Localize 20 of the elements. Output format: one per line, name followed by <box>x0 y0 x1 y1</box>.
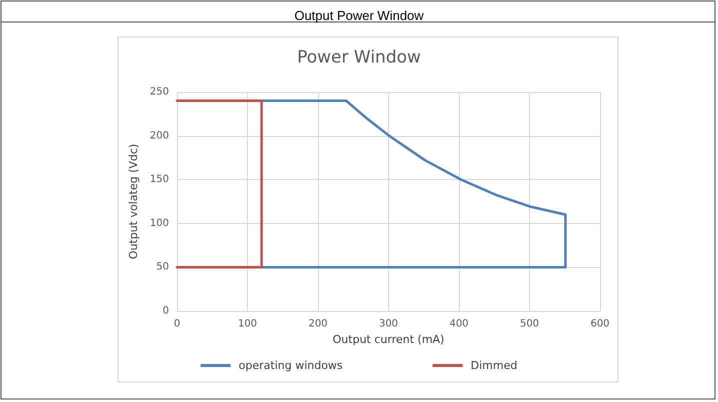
x-tick-label: 600 <box>590 318 610 330</box>
legend-label: Dimmed <box>470 359 518 372</box>
x-tick-label: 500 <box>520 318 540 330</box>
x-tick-label: 200 <box>308 318 328 330</box>
chart-title: Output Power Window <box>294 8 424 23</box>
line-series <box>260 100 567 268</box>
y-tick-label: 0 <box>162 306 169 316</box>
x-tick-label: 100 <box>238 318 258 330</box>
chart-subtitle: Power Window <box>297 48 422 68</box>
x-tick-label: 300 <box>378 318 398 330</box>
x-tick-label: 0 <box>174 318 180 330</box>
y-tick-label: 200 <box>150 130 169 142</box>
x-tick-label: 400 <box>449 318 469 330</box>
x-axis-title: Output current (mA) <box>332 332 444 346</box>
y-tick-label: 250 <box>150 86 169 98</box>
y-tick-label: 150 <box>150 174 169 186</box>
legend-label: operating windows <box>238 359 343 372</box>
y-axis-title: Output volateg (Vdc) <box>127 144 140 260</box>
y-tick-label: 50 <box>156 262 169 273</box>
y-tick-label: 100 <box>150 218 169 229</box>
